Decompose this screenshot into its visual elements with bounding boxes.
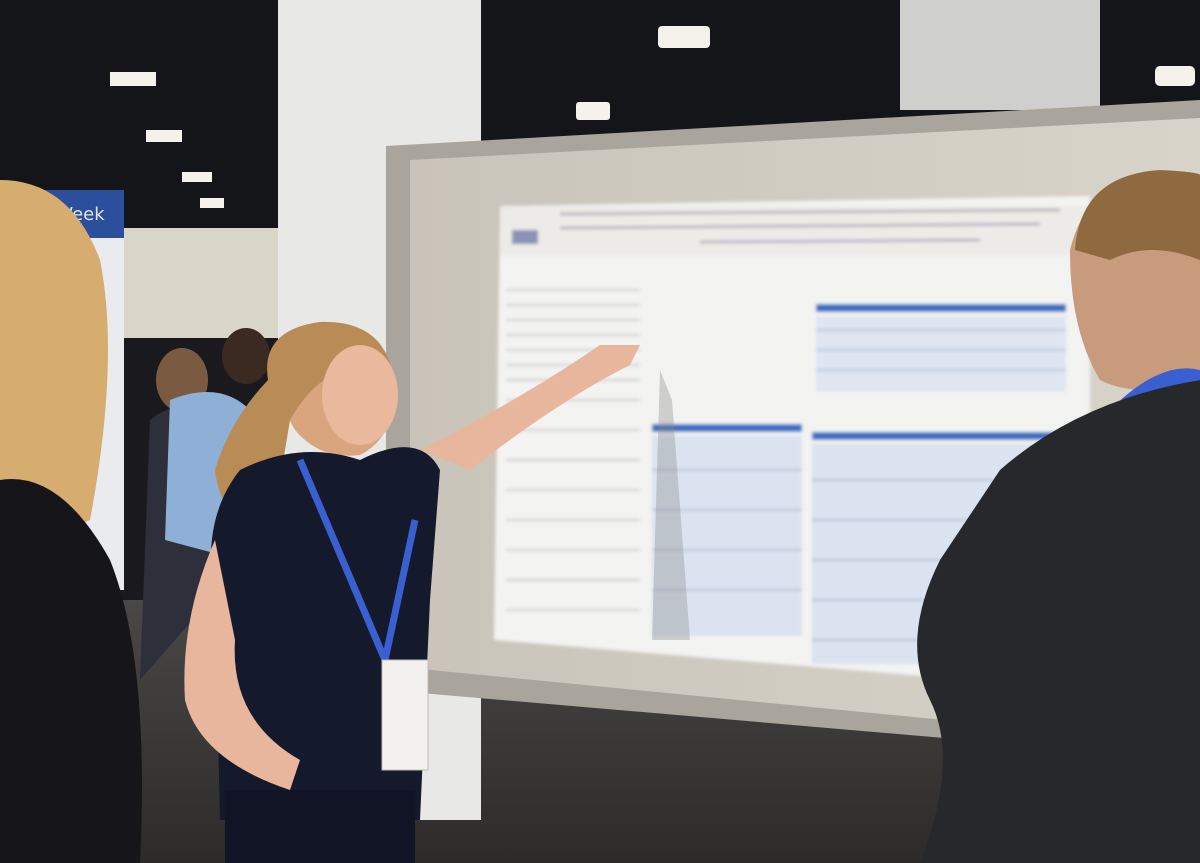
column (900, 0, 1100, 110)
presenter (184, 321, 640, 863)
back-wall (124, 228, 278, 338)
foreground-left-person (0, 180, 142, 863)
foreground-right-person (917, 170, 1200, 863)
ceiling-lights (110, 26, 1195, 208)
shadow (652, 370, 690, 640)
badge (381, 659, 429, 771)
